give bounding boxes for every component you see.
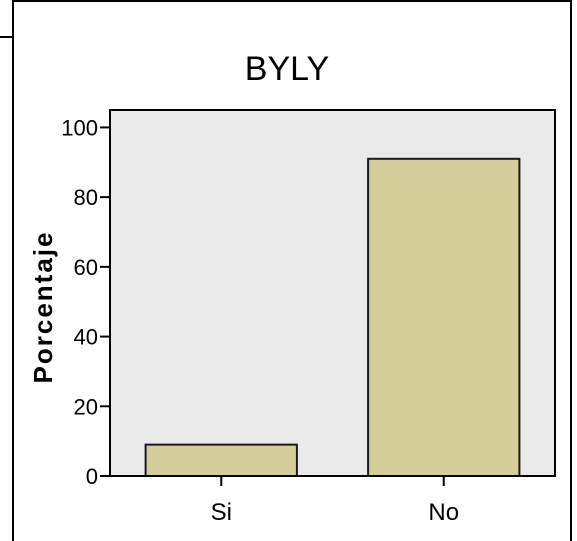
y-tick-label: 100	[61, 115, 98, 140]
y-tick-label: 60	[74, 255, 98, 280]
y-tick-label: 20	[74, 394, 98, 419]
x-tick-label: No	[428, 499, 459, 526]
chart-title: BYLY	[245, 50, 329, 88]
y-axis-label: Porcentaje	[28, 231, 58, 384]
bar-no	[368, 159, 519, 476]
x-tick-label: Si	[211, 499, 232, 526]
y-tick-label: 0	[86, 464, 98, 489]
y-tick-label: 40	[74, 325, 98, 350]
y-tick-label: 80	[74, 185, 98, 210]
bar-si	[146, 445, 297, 476]
